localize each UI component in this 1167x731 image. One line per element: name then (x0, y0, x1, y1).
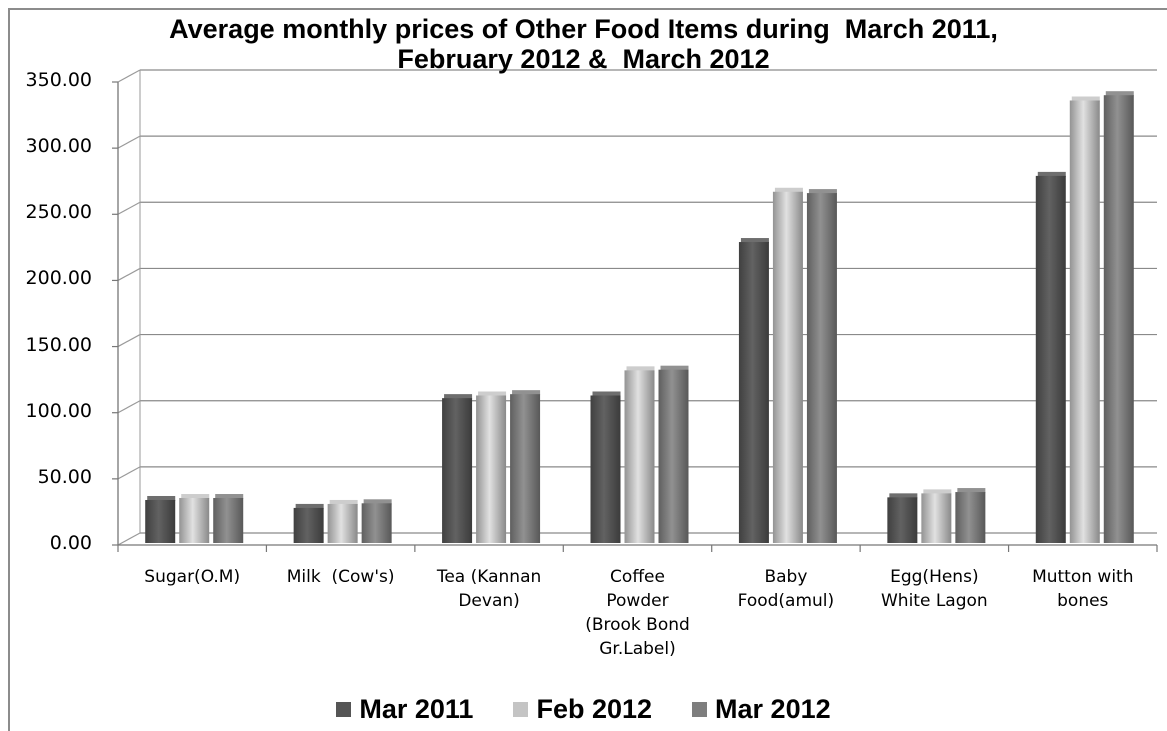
bar-6-1 (887, 497, 918, 543)
y-tick-label: 100.00 (25, 399, 92, 422)
bar-1-1 (145, 499, 176, 543)
bar-top-7-3 (1105, 91, 1134, 97)
bar-7-3 (1103, 95, 1134, 543)
y-tick-label: 250.00 (25, 201, 92, 224)
x-category-label-line: Egg(Hens) (890, 567, 979, 587)
legend-item: Feb 2012 (513, 694, 652, 724)
bar-top-1-3 (215, 494, 244, 500)
legend-swatch (336, 701, 352, 717)
gridline-depth (117, 201, 141, 215)
gridline-depth (117, 532, 141, 546)
x-category-label: Egg(Hens) White Lagon (859, 565, 1009, 613)
chart-legend: Mar 2011 Feb 2012 Mar 2012 (0, 694, 1167, 724)
bar-6-3 (955, 492, 986, 543)
bar-top-4-3 (660, 365, 689, 371)
bar-top-5-1 (740, 238, 769, 244)
bar-5-3 (806, 193, 837, 544)
legend-label: Feb 2012 (536, 694, 653, 724)
bar-top-4-1 (592, 391, 621, 397)
bar-top-6-2 (923, 489, 952, 495)
x-category-label: Sugar(O.M) (117, 565, 267, 589)
x-category-label: Mutton with bones (1008, 565, 1158, 613)
bar-4-1 (590, 395, 621, 543)
legend-item: Mar 2012 (692, 694, 831, 724)
bar-top-2-3 (363, 499, 392, 505)
x-category-label-line: bones (1057, 591, 1109, 611)
bar-5-2 (772, 191, 803, 543)
bar-top-3-1 (444, 394, 473, 400)
x-category-label-line: White Lagon (880, 591, 988, 611)
bar-top-7-2 (1071, 96, 1100, 102)
x-category-label-line: Coffee (610, 567, 665, 587)
chart-frame (8, 8, 1167, 731)
bar-3-2 (476, 395, 507, 543)
bar-4-2 (624, 370, 655, 543)
gridline-depth (117, 400, 141, 414)
bar-2-1 (293, 507, 324, 543)
x-category-label-line: Devan) (458, 591, 520, 611)
y-tick-label: 200.00 (25, 267, 92, 290)
bar-top-4-2 (626, 366, 655, 372)
y-tick-label: 300.00 (25, 135, 92, 158)
gridline-depth (117, 466, 141, 480)
bar-6-2 (921, 493, 952, 543)
x-category-label: Tea (Kannan Devan) (414, 565, 564, 613)
x-category-label-line: Powder (606, 591, 669, 611)
bar-2-2 (327, 503, 358, 543)
bar-top-5-2 (774, 187, 803, 193)
bar-top-2-1 (295, 503, 324, 509)
legend-swatch (513, 701, 529, 717)
bar-5-1 (738, 242, 769, 543)
bar-top-7-1 (1037, 171, 1066, 177)
legend-label: Mar 2011 (359, 694, 474, 724)
legend-item: Mar 2011 (336, 694, 473, 724)
x-category-label-line: Milk (Cow's) (286, 567, 395, 587)
y-tick-label: 0.00 (49, 532, 92, 554)
x-category-label-line: Food(amul) (737, 591, 835, 611)
legend-swatch (692, 701, 708, 717)
x-category-label-line: Tea (Kannan (436, 567, 542, 587)
bar-3-1 (442, 398, 473, 543)
gridline-depth (117, 267, 141, 281)
gridline-depth (117, 135, 141, 149)
bar-top-1-2 (181, 494, 210, 500)
bar-top-5-3 (808, 189, 837, 195)
x-category-label-line: (Brook Bond (585, 615, 690, 635)
chart-title-line: February 2012 & March 2012 (397, 44, 770, 74)
legend-label: Mar 2012 (715, 694, 831, 724)
bar-top-6-3 (957, 488, 986, 494)
x-category-label: Baby Food(amul) (711, 565, 861, 613)
gridline-depth (117, 69, 141, 83)
bar-top-6-1 (889, 493, 918, 499)
bar-7-1 (1035, 175, 1066, 544)
bar-top-3-2 (478, 391, 507, 397)
x-category-label: Coffee Powder (Brook Bond Gr.Label) (563, 565, 713, 661)
x-category-label-line: Baby (764, 567, 808, 587)
gridline-depth (117, 334, 141, 348)
x-category-label-line: Mutton with (1032, 567, 1134, 587)
bar-top-3-3 (512, 390, 541, 396)
y-tick-label: 350.00 (25, 69, 92, 91)
x-category-label: Milk (Cow's) (266, 565, 416, 589)
bar-3-3 (510, 394, 541, 543)
x-category-label-line: Sugar(O.M) (144, 567, 241, 587)
y-tick-label: 150.00 (25, 333, 92, 356)
bar-7-2 (1069, 100, 1100, 543)
x-category-label-line: Gr.Label) (599, 639, 676, 659)
chart-title-line: Average monthly prices of Other Food Ite… (169, 14, 998, 44)
bar-4-3 (658, 369, 689, 543)
bar-1-2 (179, 498, 210, 543)
y-tick-label: 50.00 (37, 465, 92, 488)
bar-top-1-1 (147, 495, 176, 501)
bar-2-3 (361, 503, 392, 543)
bar-top-2-2 (329, 499, 358, 505)
bar-1-3 (213, 498, 244, 543)
